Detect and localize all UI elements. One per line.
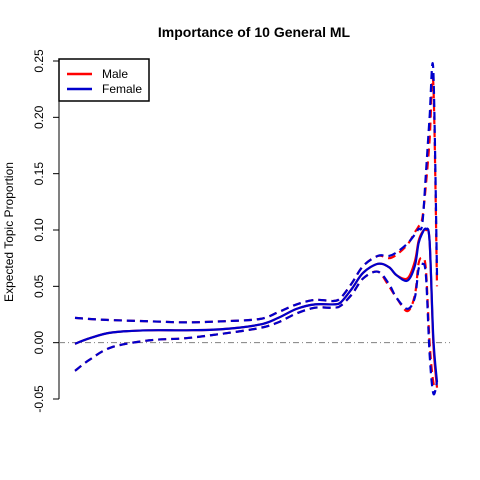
y-tick-label: 0.20 xyxy=(32,105,46,129)
series-female-mean-line xyxy=(74,227,439,383)
series-male-upper-line xyxy=(74,77,439,324)
y-axis: -0.05 0.00 0.05 0.10 0.15 0.20 0.25 xyxy=(32,49,60,413)
y-tick-label: -0.05 xyxy=(32,385,46,413)
y-tick-label: 0.25 xyxy=(32,49,46,73)
series-male-mean-line xyxy=(74,228,439,388)
legend-box xyxy=(58,58,150,102)
legend-label-male: Male xyxy=(102,67,128,81)
y-tick-label: 0.15 xyxy=(32,162,46,186)
y-tick-label: 0.10 xyxy=(32,218,46,242)
series-female-upper-line xyxy=(74,62,439,324)
chart-title: Importance of 10 General ML xyxy=(158,24,351,40)
y-axis-label: Expected Topic Proportion xyxy=(2,162,16,302)
y-tick-label: 0.00 xyxy=(32,331,46,355)
y-ticks: -0.05 0.00 0.05 0.10 0.15 0.20 0.25 xyxy=(32,49,59,413)
series-male-lower-line xyxy=(74,256,438,389)
y-tick-label: 0.05 xyxy=(32,274,46,298)
legend-label-female: Female xyxy=(102,82,142,96)
series-female-lower-line xyxy=(74,262,439,396)
legend: Male Female xyxy=(58,58,150,102)
series-layer xyxy=(74,62,439,396)
